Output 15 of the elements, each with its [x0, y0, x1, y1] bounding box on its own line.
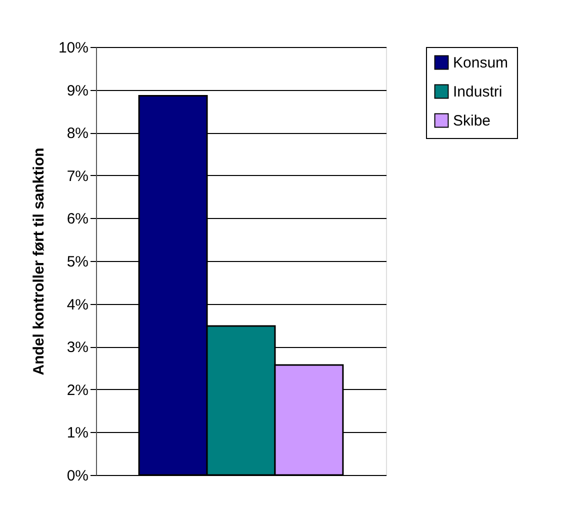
y-tick-label: 1%	[66, 424, 88, 442]
y-axis-title: Andel kontroller ført til sanktion	[30, 148, 48, 376]
legend-label: Industri	[453, 84, 502, 100]
y-tick-label: 5%	[66, 254, 88, 270]
y-tick-label: 4%	[66, 296, 88, 314]
y-tick-label: 3%	[66, 339, 88, 356]
legend-label: Konsum	[453, 54, 508, 72]
y-tick-label: 10%	[58, 40, 88, 56]
y-tick-label: 9%	[66, 82, 88, 100]
legend-label: Skibe	[453, 112, 491, 130]
y-tick-label: 0%	[66, 468, 88, 484]
y-tick-label: 8%	[66, 125, 88, 142]
y-tick-label: 7%	[66, 168, 88, 185]
y-tick-label: 2%	[66, 382, 88, 399]
y-tick-label: 6%	[66, 210, 88, 228]
